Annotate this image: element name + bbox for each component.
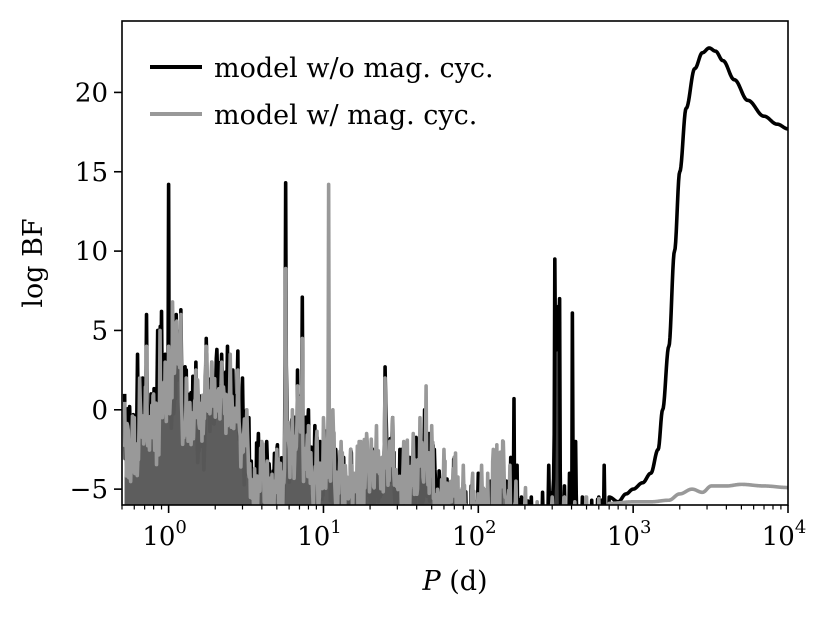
y-tick-label: 5 [91,316,108,346]
y-tick-label: 10 [75,237,108,267]
plot-frame [121,20,789,506]
x-axis-label-var: P [421,566,441,597]
ticks-layer: 100 101 102 103 104 −5 0 5 10 15 20 [70,78,807,552]
series-line-model-w-mag-cyc [122,182,788,505]
x-axis-label-unit: (d) [441,566,488,597]
legend-label-series-1: model w/o mag. cyc. [214,53,494,84]
y-tick-label: 0 [91,396,108,426]
legend: model w/o mag. cyc. model w/ mag. cyc. [150,53,494,131]
y-tick-label: 15 [75,158,108,188]
y-tick-label: 20 [75,78,108,108]
x-tick-label: 103 [607,517,652,552]
x-tick-label: 102 [452,517,497,552]
x-tick-label: 104 [762,517,807,552]
series-layer [122,46,788,505]
legend-label-series-2: model w/ mag. cyc. [214,100,477,131]
x-tick-label: 100 [142,517,187,552]
x-tick-label: 101 [297,517,342,552]
y-tick-label: −5 [70,475,108,505]
y-axis-label: log BF [18,218,49,307]
x-axis-label: P (d) [421,566,487,597]
